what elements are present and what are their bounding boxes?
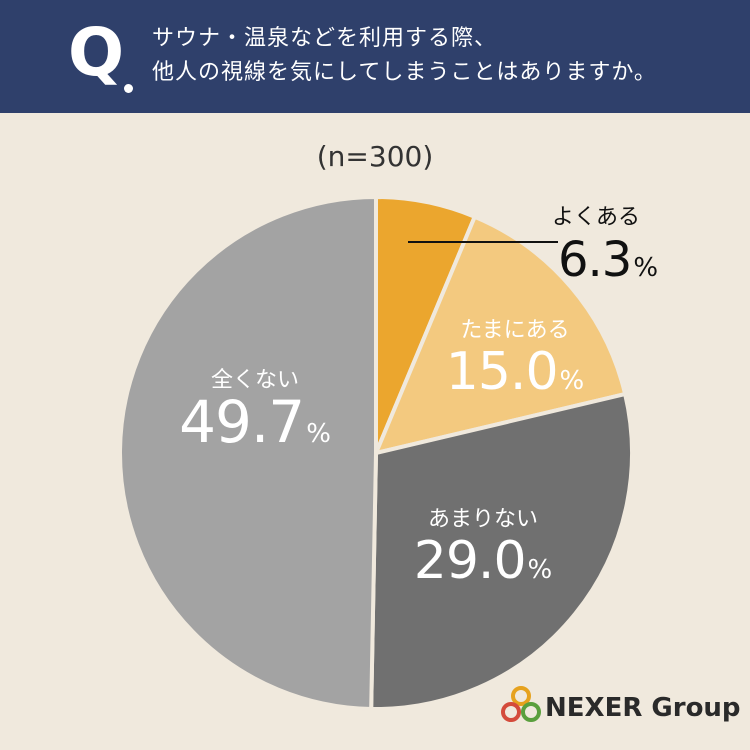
label-group-2: あまりない 29.0% [393, 507, 573, 589]
pie-slice-1 [372, 214, 628, 456]
sample-size: (n=300) [316, 140, 434, 173]
percent-unit: % [306, 419, 331, 449]
slice-category-label: たまにある [460, 318, 570, 343]
slice-value-label: 6.3 [557, 232, 632, 288]
label-group-0: よくある [540, 205, 640, 231]
brand-name: NEXER Group [545, 693, 741, 723]
q-mark: Q [68, 14, 125, 91]
question-header: Q サウナ・温泉などを利用する際、 他人の視線を気にしてしまうことはありますか。 [0, 0, 750, 113]
slice-value-label: 29.0 [413, 531, 527, 591]
percent-unit: % [633, 253, 659, 283]
q-dot [124, 84, 133, 93]
label-group-3: 全くない 49.7% [150, 368, 360, 451]
slice-category-label: 全くない [210, 368, 299, 393]
slice-value-label: 15.0 [445, 342, 559, 402]
label-group-1: たまにある 15.0% [425, 318, 605, 400]
label-value-group-0: 6.3% [548, 232, 668, 288]
percent-unit: % [559, 366, 585, 396]
question-line-2: 他人の視線を気にしてしまうことはありますか。 [152, 60, 657, 85]
question-line-1: サウナ・温泉などを利用する際、 [152, 26, 498, 51]
percent-unit: % [527, 555, 553, 585]
slice-category-label: よくある [551, 205, 640, 230]
pie-slice-3 [117, 194, 378, 711]
slice-category-label: あまりない [427, 507, 538, 532]
nexer-logo-icon [501, 686, 541, 722]
leader-line [408, 241, 558, 243]
slice-value-label: 49.7 [179, 388, 305, 456]
question-text: サウナ・温泉などを利用する際、 他人の視線を気にしてしまうことはありますか。 [152, 22, 657, 90]
pie-slice-2 [369, 391, 634, 711]
